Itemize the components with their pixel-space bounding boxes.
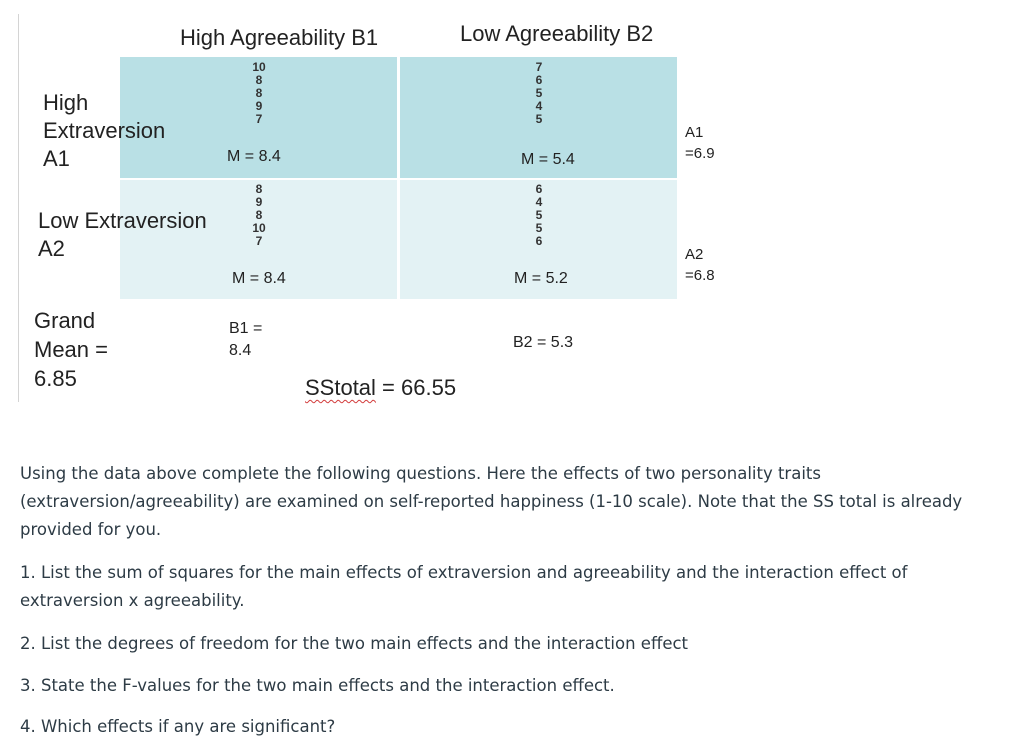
score: 9 <box>255 99 263 113</box>
score: 6 <box>535 182 543 196</box>
ss-total: SStotal = 66.55 <box>305 375 456 401</box>
score: 5 <box>535 221 543 235</box>
row-label-a1-line: A1 <box>43 146 70 171</box>
question-3: 3. State the F-values for the two main e… <box>20 676 615 695</box>
cell-values-a1-b2: 7 6 5 4 5 <box>529 61 549 126</box>
score: 7 <box>255 234 263 248</box>
score: 8 <box>255 86 263 100</box>
grand-mean-line: Mean = <box>34 337 108 362</box>
row-label-a2: Low Extraversion A2 <box>38 207 207 263</box>
score: 5 <box>535 208 543 222</box>
cell-a2-b1 <box>120 180 397 299</box>
row-label-a2-line: A2 <box>38 236 65 261</box>
cell-mean-a2-b1: M = 8.4 <box>232 270 286 287</box>
cell-mean-a1-b1: M = 8.4 <box>227 148 281 165</box>
divider-line <box>18 14 19 402</box>
anova-table-image: High Agreeability B1 Low Agreeability B2… <box>18 14 715 402</box>
cell-mean-a1-b2: M = 5.4 <box>521 151 575 168</box>
score: 9 <box>255 195 263 209</box>
score: 8 <box>255 182 263 196</box>
column-header-b1: High Agreeability B1 <box>180 25 379 50</box>
column-marginal-b2: B2 = 5.3 <box>513 334 574 351</box>
column-marginal-b1: B1 = 8.4 <box>229 318 262 362</box>
score: 8 <box>255 73 263 87</box>
row-marginal-a1: A1 =6.9 <box>685 122 715 164</box>
marginal-line: A2 <box>685 246 704 263</box>
score: 10 <box>252 60 266 74</box>
cell-values-a2-b2: 6 4 5 5 6 <box>529 183 549 248</box>
marginal-line: =6.8 <box>685 267 715 284</box>
score: 8 <box>255 208 263 222</box>
row-label-a1-line: High <box>43 90 89 115</box>
marginal-line: =6.9 <box>685 145 715 162</box>
score: 6 <box>535 73 543 87</box>
row-marginal-a2: A2 =6.8 <box>685 244 715 286</box>
score: 5 <box>535 112 543 126</box>
marginal-line: B1 = <box>229 320 263 337</box>
marginal-line: 8.4 <box>229 342 252 359</box>
score: 7 <box>255 112 263 126</box>
cell-a1-b2 <box>400 57 677 178</box>
score: 4 <box>535 99 543 113</box>
question-2: 2. List the degrees of freedom for the t… <box>20 634 689 653</box>
score: 5 <box>535 86 543 100</box>
score: 4 <box>535 195 543 209</box>
cell-values-a1-b1: 10 8 8 9 7 <box>247 61 271 126</box>
ss-total-label: SStotal <box>305 375 376 400</box>
score: 6 <box>535 234 543 248</box>
ss-total-value: = 66.55 <box>375 375 457 400</box>
grand-mean: Grand Mean = 6.85 <box>34 306 108 393</box>
question-4: 4. Which effects if any are significant? <box>20 717 336 736</box>
column-header-b2: Low Agreeability B2 <box>460 21 654 46</box>
row-label-a1: High Extraversion A1 <box>43 89 165 173</box>
score: 7 <box>535 60 543 74</box>
marginal-line: A1 <box>685 124 704 141</box>
score: 10 <box>252 221 266 235</box>
cell-a2-b2 <box>400 180 677 299</box>
cell-values-a2-b1: 8 9 8 10 7 <box>247 183 271 248</box>
question-1: 1. List the sum of squares for the main … <box>20 563 908 610</box>
grand-mean-line: Grand <box>34 308 96 333</box>
cell-a1-b1 <box>120 57 397 178</box>
row-label-a2-line: Low Extraversion <box>38 208 207 233</box>
instructions-paragraph: Using the data above complete the follow… <box>20 464 963 539</box>
cell-mean-a2-b2: M = 5.2 <box>514 270 568 287</box>
grand-mean-line: 6.85 <box>34 366 77 391</box>
row-label-a1-line: Extraversion <box>43 118 166 143</box>
